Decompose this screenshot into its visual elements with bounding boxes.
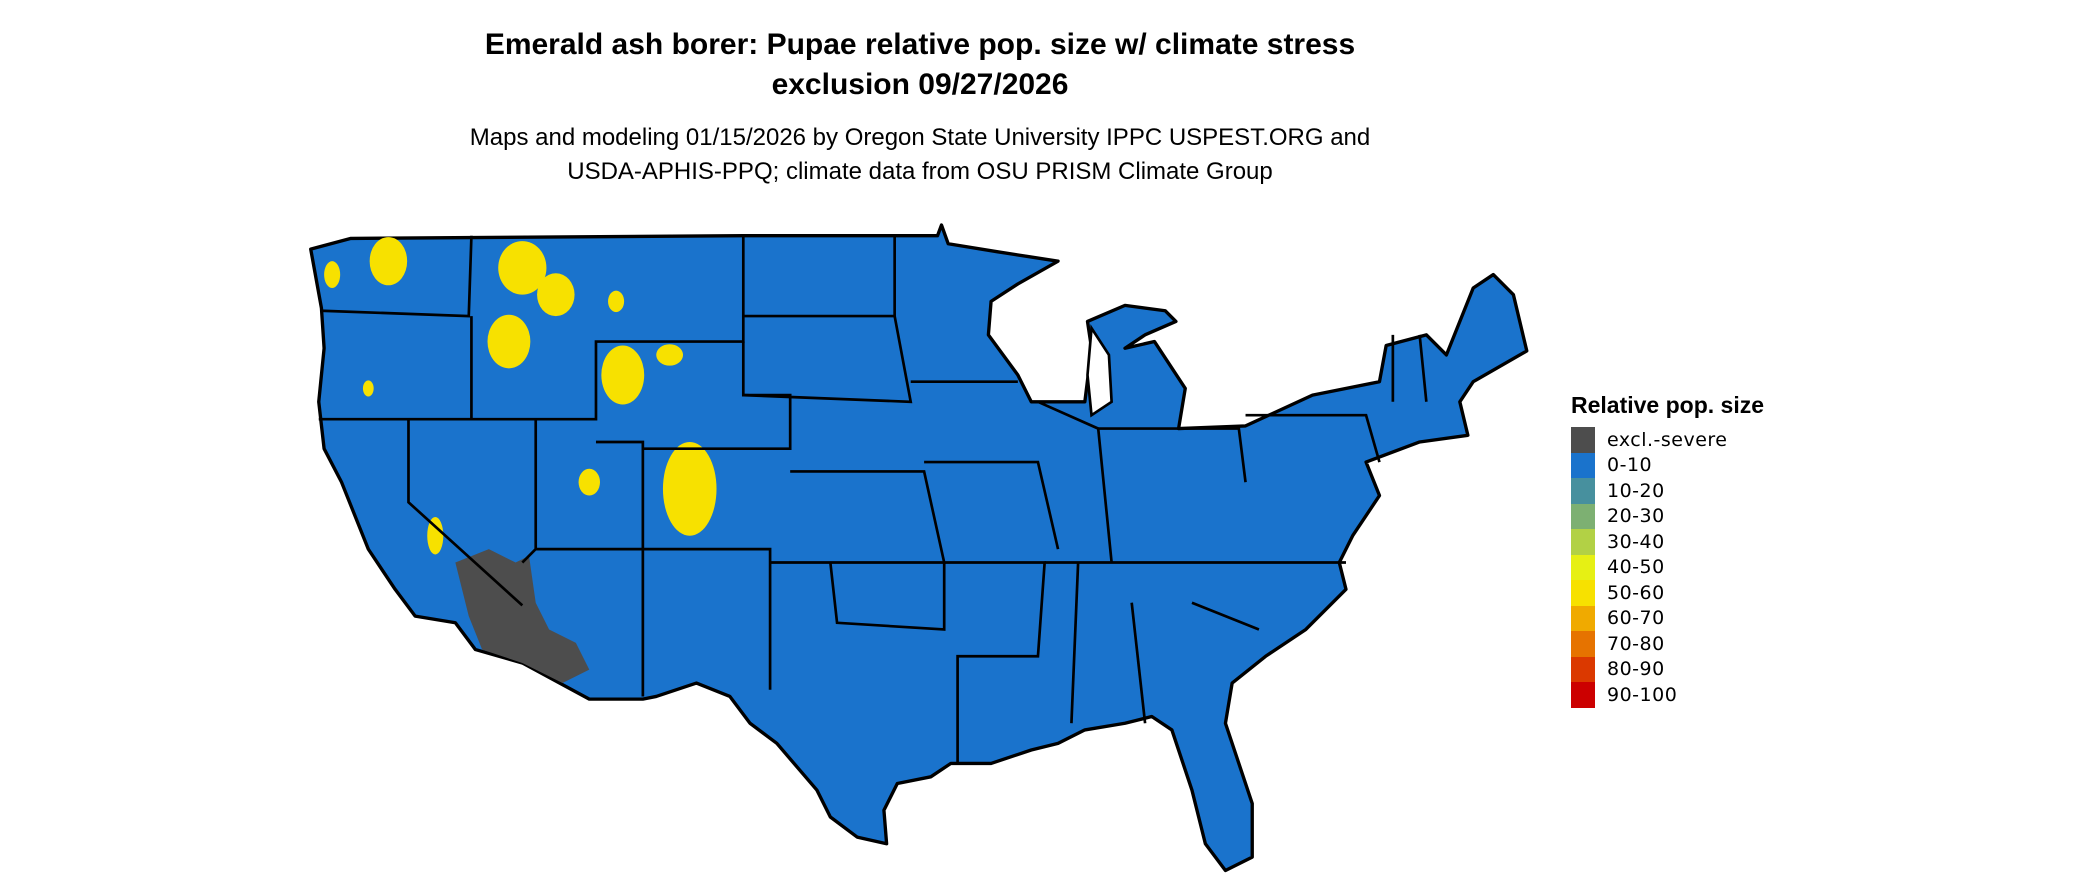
legend-swatch bbox=[1571, 452, 1595, 478]
legend-label: 0-10 bbox=[1607, 454, 1653, 477]
legend-item: 40-50 bbox=[1571, 554, 1764, 580]
legend-label: 90-100 bbox=[1607, 683, 1678, 706]
us-outline bbox=[309, 223, 1529, 873]
legend-item: 0-10 bbox=[1571, 452, 1764, 478]
legend-label: 50-60 bbox=[1607, 581, 1665, 604]
legend-swatch bbox=[1571, 478, 1595, 504]
legend-label: 20-30 bbox=[1607, 505, 1665, 528]
state-boundaries bbox=[318, 235, 1428, 764]
great-lakes bbox=[1086, 324, 1113, 418]
legend-swatch bbox=[1571, 427, 1595, 453]
legend-swatch bbox=[1571, 529, 1595, 555]
legend-item: 70-80 bbox=[1571, 631, 1764, 657]
legend-label: 40-50 bbox=[1607, 556, 1665, 579]
legend-swatch bbox=[1571, 554, 1595, 580]
legend-swatch bbox=[1571, 580, 1595, 606]
legend-title: Relative pop. size bbox=[1571, 392, 1765, 418]
legend-item: 90-100 bbox=[1571, 682, 1764, 708]
legend-swatch bbox=[1571, 631, 1595, 657]
map-title-line2: exclusion 09/27/2026 bbox=[771, 68, 1069, 101]
hotspot-areas bbox=[324, 237, 717, 555]
legend-item: excl.-severe bbox=[1571, 427, 1764, 453]
legend-swatch bbox=[1571, 605, 1595, 631]
map-subtitle-line1: Maps and modeling 01/15/2026 by Oregon S… bbox=[469, 124, 1371, 151]
map-subtitle-line2: USDA-APHIS-PPQ; climate data from OSU PR… bbox=[567, 158, 1273, 185]
legend-item: 10-20 bbox=[1571, 478, 1764, 504]
legend-label: 10-20 bbox=[1607, 479, 1665, 502]
excluded-area bbox=[455, 549, 590, 684]
legend-item: 30-40 bbox=[1571, 529, 1764, 555]
legend: Relative pop. size excl.-severe 0-10 10-20… bbox=[1571, 392, 1764, 708]
legend-label: 80-90 bbox=[1607, 658, 1665, 681]
legend-label: excl.-severe bbox=[1607, 428, 1728, 451]
legend-swatch bbox=[1571, 656, 1595, 682]
legend-label: 70-80 bbox=[1607, 632, 1665, 655]
legend-swatch bbox=[1571, 503, 1595, 529]
legend-item: 60-70 bbox=[1571, 605, 1764, 631]
legend-label: 30-40 bbox=[1607, 530, 1665, 553]
legend-item: 50-60 bbox=[1571, 580, 1764, 606]
legend-item: 80-90 bbox=[1571, 656, 1764, 682]
map-title-line1: Emerald ash borer: Pupae relative pop. s… bbox=[484, 28, 1356, 61]
legend-swatch bbox=[1571, 682, 1595, 708]
legend-item: 20-30 bbox=[1571, 503, 1764, 529]
legend-label: 60-70 bbox=[1607, 607, 1665, 630]
